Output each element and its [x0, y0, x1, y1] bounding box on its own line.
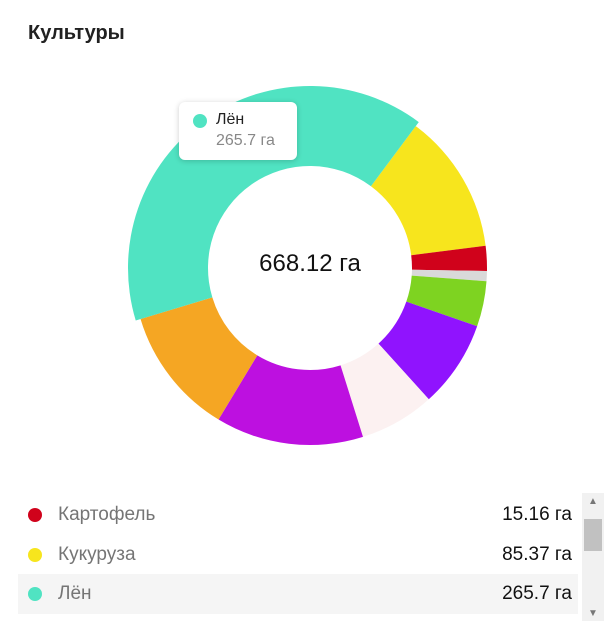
legend-scrollbar[interactable]: ▲ ▼: [582, 493, 604, 621]
pie-slice-Картофель[interactable]: [411, 245, 487, 272]
legend-color-dot: [28, 508, 42, 522]
pie-slice-4[interactable]: [378, 301, 478, 400]
tooltip-name: Лён: [216, 111, 245, 128]
scroll-up-arrow-icon[interactable]: ▲: [588, 496, 598, 507]
scroll-down-arrow-icon[interactable]: ▼: [588, 608, 598, 619]
pie-slice-Кукуруза[interactable]: [370, 126, 486, 256]
legend-color-dot: [28, 587, 42, 601]
total-label: 668.12 га: [259, 250, 361, 277]
scrollbar-thumb[interactable]: [584, 519, 602, 551]
card-title: Культуры: [28, 22, 125, 44]
pie-slice-5[interactable]: [340, 343, 429, 437]
legend-item[interactable]: Кукуруза 85.37 га: [18, 535, 578, 575]
legend-value: 85.37 га: [502, 543, 572, 565]
tooltip: Лён 265.7 га: [179, 102, 297, 160]
pie-slice-2[interactable]: [411, 269, 487, 282]
donut-chart: [127, 86, 487, 446]
legend-item[interactable]: Картофель 15.16 га: [18, 495, 578, 535]
tooltip-value: 265.7 га: [216, 132, 275, 149]
legend-item[interactable]: Лён 265.7 га: [18, 574, 578, 614]
legend-list: Картофель 15.16 га Кукуруза 85.37 га Лён 26…: [18, 495, 578, 614]
legend-label: Кукуруза: [58, 543, 136, 565]
legend-value: 15.16 га: [502, 504, 572, 525]
legend-label: Картофель: [58, 504, 156, 525]
legend-color-dot: [28, 547, 42, 562]
pie-slice-6[interactable]: [218, 355, 363, 446]
legend-value: 265.7 га: [502, 583, 572, 604]
pie-slice-7[interactable]: [140, 297, 258, 420]
tooltip-color-dot: [193, 114, 207, 128]
pie-slice-3[interactable]: [406, 275, 487, 327]
legend-label: Лён: [58, 583, 92, 604]
